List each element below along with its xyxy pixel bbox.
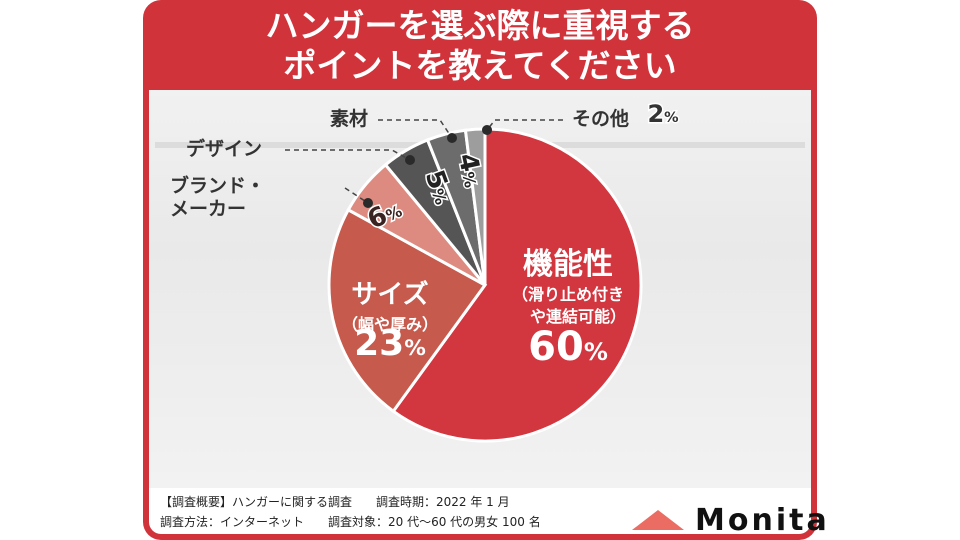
leader-dot (447, 133, 457, 143)
footer-line: 【調査概要】ハンガーに関する調査 調査時期：2022 年 1 月 (160, 495, 510, 509)
leader-line (378, 119, 453, 139)
category-note: （幅や厚み） (341, 315, 439, 334)
value-unit: % (404, 336, 426, 361)
value-number: 2 (647, 100, 664, 128)
leader-dot (405, 155, 415, 165)
value-label: 2% (647, 100, 678, 128)
category-label: ブランド・ メーカー (170, 175, 266, 220)
value-label: 5% (419, 166, 459, 208)
value-unit: % (584, 338, 608, 366)
footer-area (149, 488, 811, 534)
category-label: サイズ (351, 280, 429, 310)
value-unit: % (664, 110, 678, 126)
brand: Monita (695, 503, 830, 538)
leader-dot (363, 198, 373, 208)
leader-dot (482, 125, 492, 135)
category-note: や連結可能） (529, 307, 627, 326)
value-unit: % (458, 170, 479, 189)
pie-slice (391, 127, 643, 443)
leader-line (285, 149, 411, 161)
value-label: 60% (528, 324, 608, 370)
footer-line: 調査方法：インターネット 調査対象：20 代〜60 代の男女 100 名 (160, 515, 541, 529)
category-label: その他 (572, 108, 630, 130)
value-label: 23% (354, 323, 426, 364)
value-number: 60 (528, 324, 584, 370)
title: ハンガーを選ぶ際に重視する ポイントを教えてください (265, 6, 695, 85)
category-note: （滑り止め付き (511, 285, 625, 304)
category-label: 素材 (330, 108, 369, 130)
pie-slice (327, 207, 488, 414)
logo-icon (632, 510, 684, 530)
category-label: デザイン (186, 138, 263, 160)
category-label: 機能性 (523, 247, 613, 282)
value-number: 23 (354, 323, 404, 364)
